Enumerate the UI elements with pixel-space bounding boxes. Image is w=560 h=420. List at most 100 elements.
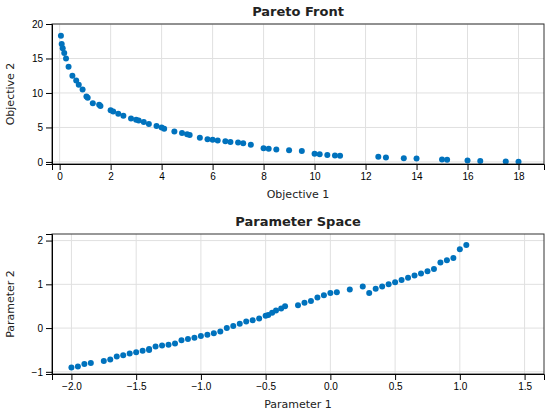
y-tick: 10 bbox=[32, 88, 52, 99]
grid-line-x bbox=[161, 24, 162, 164]
point bbox=[68, 364, 74, 370]
point bbox=[204, 332, 210, 338]
grid-line-y bbox=[52, 58, 544, 59]
grid-line-x bbox=[200, 234, 201, 374]
point bbox=[286, 147, 292, 153]
x-tick: 6 bbox=[210, 164, 216, 182]
point bbox=[90, 100, 96, 106]
grid-line-x bbox=[330, 234, 331, 374]
y-tick: 5 bbox=[37, 122, 52, 133]
point bbox=[179, 130, 185, 136]
point bbox=[457, 246, 463, 252]
point bbox=[154, 123, 160, 129]
grid-line-x bbox=[110, 24, 111, 164]
y-tick-mark bbox=[46, 58, 52, 59]
point bbox=[424, 268, 430, 274]
grid-line-y bbox=[52, 371, 544, 372]
panel: 02468101214161805101520 bbox=[32, 19, 545, 182]
point bbox=[185, 336, 191, 342]
x-tick-label: 10 bbox=[310, 171, 322, 182]
y-tick-mark bbox=[46, 24, 52, 25]
x-tick-mark bbox=[519, 164, 520, 170]
point bbox=[503, 159, 509, 164]
point bbox=[412, 273, 418, 279]
grid-line-x bbox=[212, 24, 213, 164]
y-tick-label: 2 bbox=[37, 235, 43, 246]
x-axis: 024681012141618 bbox=[53, 164, 545, 182]
y-tick-label: 15 bbox=[32, 53, 44, 64]
x-tick-label: 0.5 bbox=[389, 381, 403, 392]
x-tick-label: 14 bbox=[411, 171, 423, 182]
point bbox=[301, 300, 307, 306]
y-tick-label: 20 bbox=[32, 19, 44, 30]
point bbox=[383, 154, 389, 160]
point bbox=[187, 132, 193, 138]
point bbox=[379, 284, 385, 290]
point bbox=[347, 287, 353, 293]
point bbox=[414, 155, 420, 161]
point bbox=[171, 129, 177, 135]
grid-line-y bbox=[52, 328, 544, 329]
x-tick: 1.0 bbox=[453, 374, 467, 392]
point bbox=[465, 158, 471, 164]
x-tick-label: 18 bbox=[513, 171, 525, 182]
chart-container: 02468101214161805101520Pareto FrontObjec… bbox=[0, 0, 560, 420]
x-tick-mark bbox=[460, 374, 461, 380]
point bbox=[230, 323, 236, 329]
point bbox=[178, 337, 184, 343]
plot-background bbox=[52, 234, 544, 374]
x-tick: 8 bbox=[261, 164, 267, 182]
x-tick: 2 bbox=[108, 164, 114, 182]
point bbox=[282, 303, 288, 309]
y-tick-label: 1 bbox=[37, 279, 43, 290]
point bbox=[314, 294, 320, 300]
x-tick-label: 0.0 bbox=[324, 381, 338, 392]
x-tick: 10 bbox=[310, 164, 322, 182]
y-tick-mark bbox=[46, 127, 52, 128]
point bbox=[327, 290, 333, 296]
point bbox=[191, 335, 197, 341]
point bbox=[114, 354, 120, 360]
grid-line-y bbox=[52, 92, 544, 93]
point bbox=[321, 292, 327, 298]
point bbox=[401, 155, 407, 161]
x-axis: −2.0−1.5−1.0−0.50.00.51.01.5 bbox=[53, 374, 545, 392]
point bbox=[250, 317, 256, 323]
x-tick-label: 12 bbox=[360, 171, 372, 182]
grid-line-x bbox=[467, 24, 468, 164]
x-tick-mark bbox=[395, 374, 396, 380]
y-tick: 20 bbox=[32, 19, 52, 30]
point bbox=[256, 315, 262, 321]
point bbox=[324, 152, 330, 158]
x-tick-mark bbox=[417, 164, 418, 170]
point bbox=[337, 153, 343, 159]
point bbox=[312, 151, 318, 157]
grid-line-x bbox=[265, 234, 266, 374]
grid-line-y bbox=[52, 127, 544, 128]
point bbox=[332, 152, 338, 158]
point bbox=[295, 302, 301, 308]
x-tick-mark bbox=[60, 164, 61, 170]
y-tick-label: 0 bbox=[37, 157, 43, 168]
x-tick-mark bbox=[201, 374, 202, 380]
y-axis-title: Parameter 2 bbox=[4, 270, 17, 338]
x-tick: 0.0 bbox=[324, 374, 338, 392]
point bbox=[266, 146, 272, 152]
x-tick-label: −2.0 bbox=[62, 381, 82, 392]
x-tick-mark bbox=[264, 164, 265, 170]
x-tick-label: −0.5 bbox=[256, 381, 276, 392]
point bbox=[227, 139, 233, 145]
point bbox=[159, 343, 165, 349]
point bbox=[61, 50, 67, 56]
point bbox=[240, 140, 246, 146]
x-tick-mark bbox=[468, 164, 469, 170]
x-tick-mark bbox=[213, 164, 214, 170]
point bbox=[133, 349, 139, 355]
point bbox=[373, 286, 379, 292]
point bbox=[444, 257, 450, 263]
x-tick-label: 0 bbox=[57, 171, 63, 182]
x-tick-label: 4 bbox=[159, 171, 165, 182]
grid-line-x bbox=[263, 24, 264, 164]
x-axis-line bbox=[53, 165, 545, 171]
point bbox=[75, 364, 81, 370]
